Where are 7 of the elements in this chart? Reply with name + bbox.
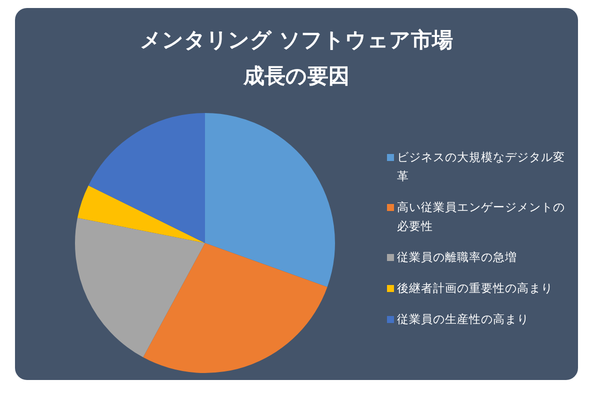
chart-subtitle: 成長の要因 (242, 62, 350, 90)
legend-label: ビジネスの大規模なデジタル変革 (397, 149, 565, 185)
legend-label: 後継者計画の重要性の高まり (397, 280, 553, 297)
legend-label: 従業員の生産性の高まり (397, 311, 529, 328)
legend-label: 高い従業員エンゲージメントの必要性 (397, 199, 565, 235)
chart-title: メンタリング ソフトウェア市場 (138, 26, 454, 54)
legend-label: 従業員の離職率の急増 (397, 249, 517, 266)
